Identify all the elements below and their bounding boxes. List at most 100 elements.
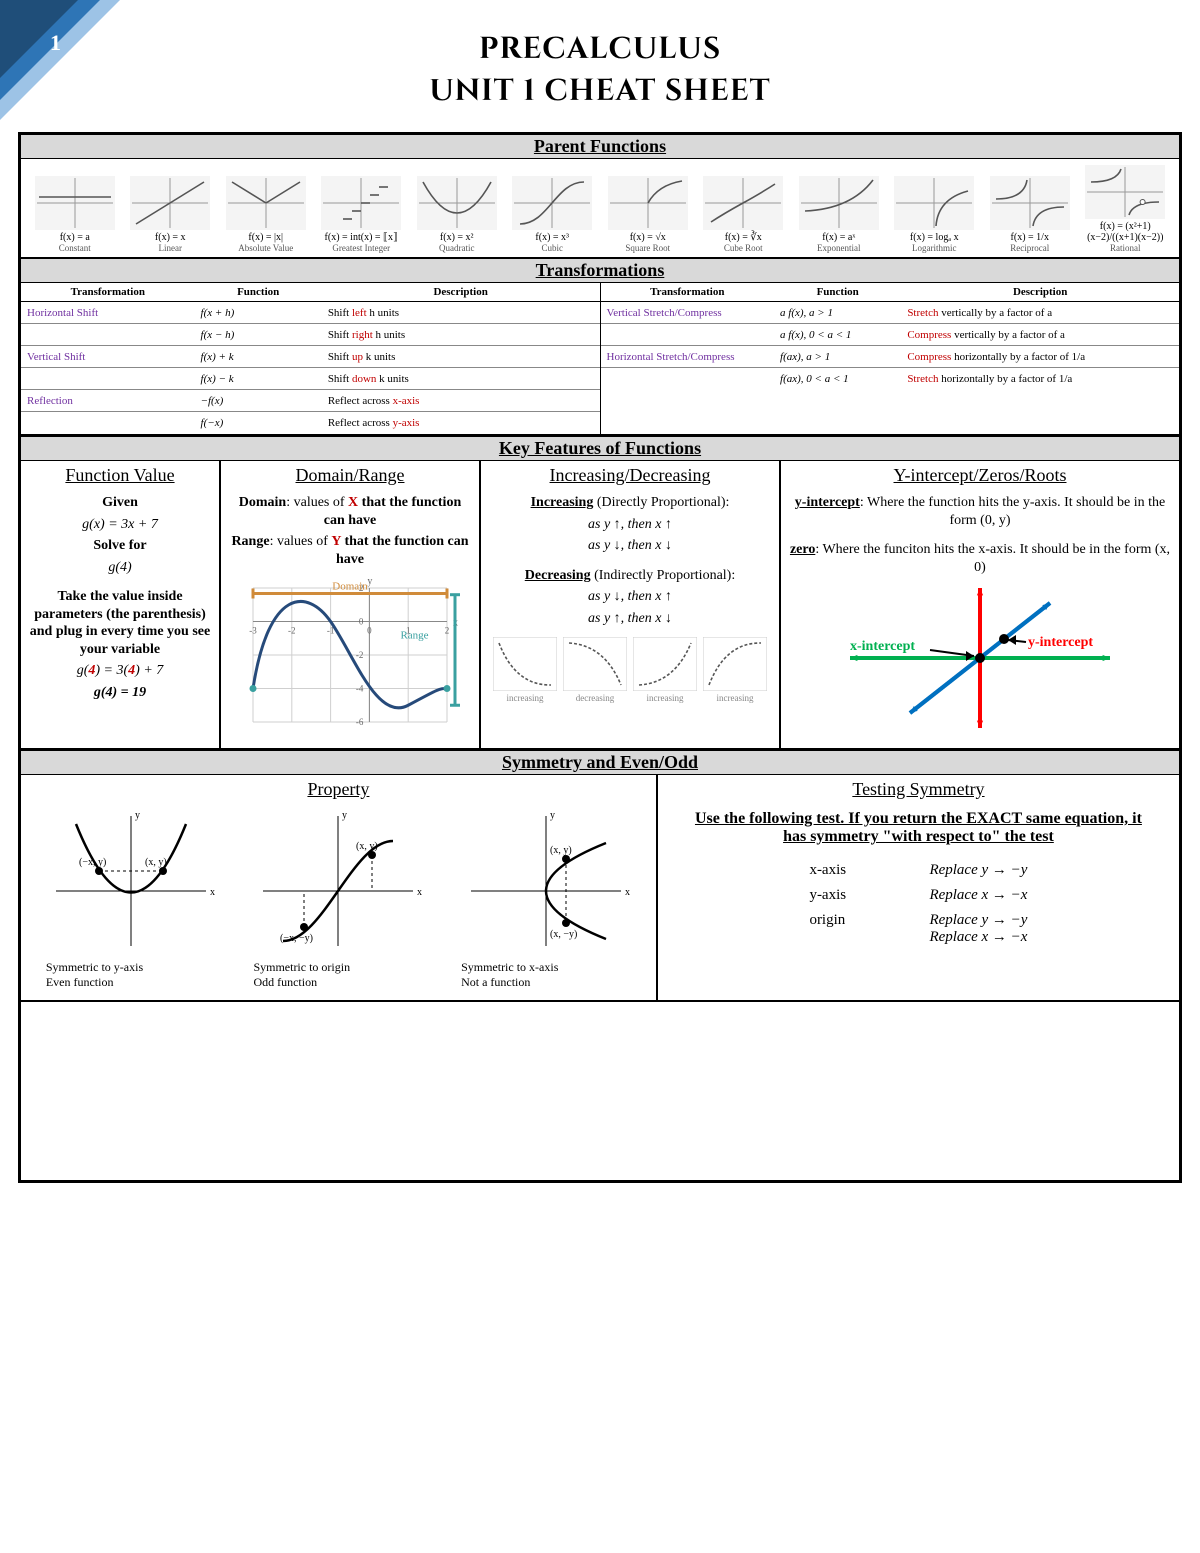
kf-fv-eq: g(x) = 3x + 7 xyxy=(82,516,158,534)
svg-text:y: y xyxy=(367,576,372,587)
parent-fn-4: f(x) = x²Quadratic xyxy=(411,176,503,253)
svg-text:(x, y): (x, y) xyxy=(145,857,167,868)
th-description-2: Description xyxy=(901,283,1179,301)
kf-dr-domain: Domain: values of X that the function ca… xyxy=(229,494,471,529)
kf-id-inc-l2: as y ↓, then x ↓ xyxy=(588,537,672,555)
mini-curve-1: decreasing xyxy=(563,637,627,703)
parent-fn-3: f(x) = int(x) = ⟦x⟧Greatest Integer xyxy=(316,176,408,253)
symmetry-grid: Property xy (−x, y)(x, y) Symmetric to y… xyxy=(21,775,1179,1000)
kf-id-dec-l1: as y ↓, then x ↑ xyxy=(588,588,672,606)
svg-text:0: 0 xyxy=(359,617,364,627)
kf-dr-title: Domain/Range xyxy=(296,465,405,486)
svg-text:-3: -3 xyxy=(249,626,257,636)
mini-curve-0: increasing xyxy=(493,637,557,703)
svg-text:-4: -4 xyxy=(356,684,364,694)
kf-fv-result: g(4) = 19 xyxy=(94,684,146,702)
sym-test-title: Testing Symmetry xyxy=(672,779,1165,800)
title-block: PRECALCULUS UNIT 1 CHEAT SHEET xyxy=(0,0,1200,132)
sym-test-row-1: y-axisReplace x → −x xyxy=(672,887,1165,904)
parent-fn-7: f(x) = ∛xCube Root xyxy=(698,176,790,253)
section-transformations: Transformations xyxy=(21,257,1179,283)
svg-text:(−x, −y): (−x, −y) xyxy=(280,933,313,944)
svg-text:x-intercept: x-intercept xyxy=(850,639,915,654)
kf-yz-zero: zero: Where the funciton hits the x-axis… xyxy=(789,541,1171,576)
symmetry-property: Property xy (−x, y)(x, y) Symmetric to y… xyxy=(21,775,658,1000)
kf-id-dec-l2: as y ↑, then x ↓ xyxy=(588,610,672,628)
blank-footer xyxy=(21,1000,1179,1180)
svg-text:(x, y): (x, y) xyxy=(550,845,572,856)
parent-fn-0: f(x) = aConstant xyxy=(29,176,121,253)
key-features-grid: Function Value Given g(x) = 3x + 7 Solve… xyxy=(21,461,1179,749)
svg-text:(−x, y): (−x, y) xyxy=(79,857,106,868)
kf-yz-yint: y-intercept: Where the function hits the… xyxy=(789,494,1171,529)
parent-fn-11: f(x) = (x²+1)(x−2)/((x+1)(x−2))Rational xyxy=(1080,165,1172,253)
sym-prop-title: Property xyxy=(31,779,646,800)
svg-text:2: 2 xyxy=(445,626,450,636)
transformations-table: Transformation Function Description Hori… xyxy=(21,283,1179,435)
kf-domain-range: Domain/Range Domain: values of X that th… xyxy=(221,461,481,748)
kf-id-dec: Decreasing (Indirectly Proportional): xyxy=(525,567,735,585)
intercept-figure: x-intercept y-intercept xyxy=(820,578,1140,738)
trans-row: a f(x), 0 < a < 1 Compress vertically by… xyxy=(601,324,1180,346)
kf-fv-g4: g(4) xyxy=(108,559,131,577)
svg-text:x: x xyxy=(625,887,630,898)
svg-text:Domain: Domain xyxy=(332,581,368,593)
trans-row: f(ax), 0 < a < 1 Stretch horizontally by… xyxy=(601,368,1180,390)
th-transformation-2: Transformation xyxy=(601,283,775,301)
sym-prop-0: xy (−x, y)(x, y) Symmetric to y-axisEven… xyxy=(46,806,216,990)
symmetry-testing: Testing Symmetry Use the following test.… xyxy=(658,775,1179,1000)
svg-text:-6: -6 xyxy=(356,717,364,727)
section-key-features: Key Features of Functions xyxy=(21,435,1179,461)
sym-prop-2: xy (x, y)(x, −y) Symmetric to x-axisNot … xyxy=(461,806,631,990)
kf-fv-given: Given xyxy=(102,494,138,512)
trans-row: f(x − h) Shift right h units xyxy=(21,324,600,346)
sym-prop-1: xy (x, y)(−x, −y) Symmetric to originOdd… xyxy=(253,806,423,990)
parent-fn-1: f(x) = xLinear xyxy=(125,176,217,253)
svg-text:(x, −y): (x, −y) xyxy=(550,929,577,940)
kf-fv-solve: Solve for xyxy=(93,537,146,555)
th-function: Function xyxy=(195,283,322,301)
kf-id-inc: Increasing (Directly Proportional): xyxy=(531,494,730,512)
svg-text:(x, y): (x, y) xyxy=(356,841,378,852)
svg-text:Range: Range xyxy=(400,629,428,641)
kf-fv-title: Function Value xyxy=(65,465,174,486)
sym-test-row-2: originReplace y → −yReplace x → −x xyxy=(672,912,1165,946)
trans-row: Horizontal Stretch/Compress f(ax), a > 1… xyxy=(601,346,1180,368)
svg-text:x: x xyxy=(210,887,215,898)
th-transformation: Transformation xyxy=(21,283,195,301)
kf-intercepts: Y-intercept/Zeros/Roots y-intercept: Whe… xyxy=(781,461,1179,748)
kf-function-value: Function Value Given g(x) = 3x + 7 Solve… xyxy=(21,461,221,748)
sym-test-intro: Use the following test. If you return th… xyxy=(692,810,1145,846)
kf-id-inc-l1: as y ↑, then x ↑ xyxy=(588,516,672,534)
parent-fn-10: f(x) = 1/xReciprocal xyxy=(984,176,1076,253)
trans-row: f(−x) Reflect across y-axis xyxy=(21,412,600,434)
parent-fn-6: f(x) = √xSquare Root xyxy=(602,176,694,253)
th-function-2: Function xyxy=(774,283,901,301)
section-symmetry: Symmetry and Even/Odd xyxy=(21,749,1179,775)
parent-fn-5: f(x) = x³Cubic xyxy=(507,176,599,253)
kf-inc-dec: Increasing/Decreasing Increasing (Direct… xyxy=(481,461,781,748)
trans-row: Vertical Shift f(x) + k Shift up k units xyxy=(21,346,600,368)
mini-curve-3: increasing xyxy=(703,637,767,703)
svg-text:x: x xyxy=(417,887,422,898)
title-line-1: PRECALCULUS xyxy=(0,30,1200,70)
svg-text:-2: -2 xyxy=(356,650,364,660)
domain-range-graph: x y -3-2-101220-2-4-6 Domain Range xyxy=(235,570,465,740)
kf-yz-title: Y-intercept/Zeros/Roots xyxy=(894,465,1067,486)
trans-row: Reflection −f(x) Reflect across x-axis xyxy=(21,390,600,412)
svg-text:y: y xyxy=(342,810,347,821)
kf-dr-range: Range: values of Y that the function can… xyxy=(229,533,471,568)
kf-fv-step1: g(4) = 3(4) + 7 xyxy=(77,662,164,680)
trans-row: Vertical Stretch/Compress a f(x), a > 1 … xyxy=(601,302,1180,324)
kf-fv-explain: Take the value inside parameters (the pa… xyxy=(29,588,211,658)
parent-fn-9: f(x) = logₐ xLogarithmic xyxy=(889,176,981,253)
section-parent-functions: Parent Functions xyxy=(21,135,1179,159)
title-line-2: UNIT 1 CHEAT SHEET xyxy=(0,72,1200,112)
svg-text:-2: -2 xyxy=(288,626,296,636)
cheat-sheet: Parent Functions f(x) = aConstant f(x) =… xyxy=(18,132,1182,1183)
trans-row: Horizontal Shift f(x + h) Shift left h u… xyxy=(21,302,600,324)
svg-text:y: y xyxy=(550,810,555,821)
parent-fn-2: f(x) = |x|Absolute Value xyxy=(220,176,312,253)
parent-fn-8: f(x) = aˣExponential xyxy=(793,176,885,253)
page-corner xyxy=(0,0,120,120)
